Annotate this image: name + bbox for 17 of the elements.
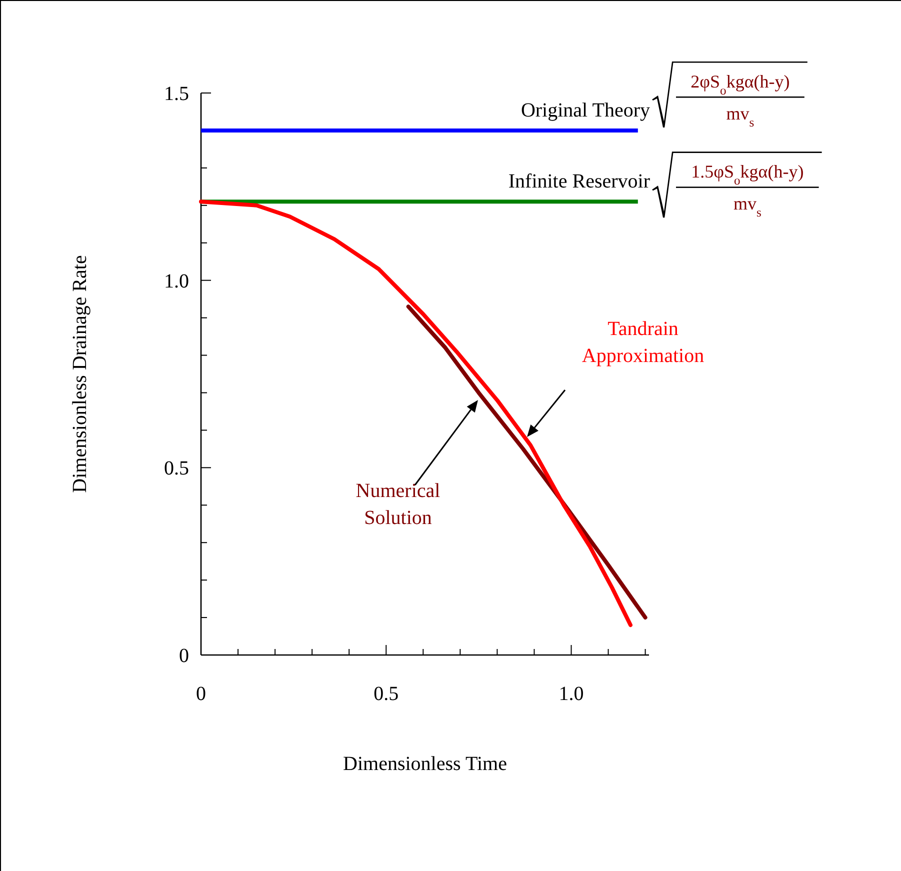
- y-axis-title: Dimensionless Drainage Rate: [69, 255, 91, 493]
- text: Numerical Solution: [356, 480, 441, 529]
- y-tick-label: 1.5: [164, 83, 189, 105]
- text: mv$_{s}$: [726, 103, 754, 130]
- text: 1.5φS$_{o}$kgα(h-y): [691, 162, 804, 188]
- text: mv$_{s}$: [733, 194, 762, 220]
- y-tick-label: 0.5: [164, 458, 189, 480]
- y-tick-label: 0: [179, 645, 189, 667]
- x-axis-title: Dimensionless Time: [343, 753, 508, 775]
- x-tick-label: 1.0: [558, 683, 584, 705]
- text: 2φS$_{o}$kgα(h-y): [690, 71, 790, 98]
- text: Tandrain Approximation: [582, 318, 704, 367]
- ref-line-label: Original Theory: [520, 99, 650, 122]
- y-tick-label: 1.0: [164, 270, 189, 292]
- x-tick-label: 0.5: [374, 683, 399, 705]
- x-tick-label: 0: [196, 683, 206, 705]
- ref-line-label: Infinite Reservoir: [508, 170, 650, 193]
